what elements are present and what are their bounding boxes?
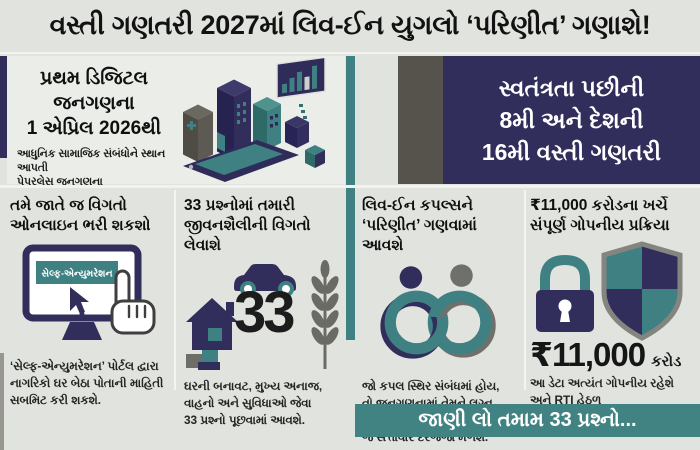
column-divider bbox=[174, 190, 176, 390]
census-count-banner: સ્વતંત્રતા પછીની 8મી અને દેશની 16મી વસ્ત… bbox=[443, 56, 700, 184]
card-cost-confidentiality: ₹11,000 કરોડના ખર્ચે સંપૂર્ણ ગોપનીય પ્રક… bbox=[530, 196, 696, 426]
card-heading: લિવ-ઈન કપલ્સને ‘પરિણીત’ ગણવામાં આવશે bbox=[362, 197, 477, 255]
house-car-wheat-icon: 33 bbox=[184, 260, 341, 374]
card-body: ઘરની બનાવટ, મુખ્ય અનાજ, વાહનો અને સુવિધા… bbox=[184, 379, 323, 427]
shield-icon bbox=[601, 241, 683, 342]
card-heading: ₹11,000 કરોડના ખર્ચે સંપૂર્ણ ગોપનીય પ્રક… bbox=[530, 197, 670, 235]
census-count-text: સ્વતંત્રતા પછીની 8મી અને દેશની 16મી વસ્ત… bbox=[481, 74, 662, 166]
card-self-enumeration: તમે જાતે જ વિગતો ઓનલાઇન ભરી શકશો સેલ્ફ-એ… bbox=[10, 196, 168, 409]
page-title: વસ્તી ગણતરી 2027માં લિવ-ઈન યુગલો ‘પરિણીત… bbox=[0, 0, 700, 54]
big-number-33: 33 bbox=[234, 280, 295, 346]
city-illustration-svg bbox=[183, 56, 326, 182]
budget-amount-unit: કરોડ bbox=[651, 353, 682, 371]
interlocked-couple-rings-icon bbox=[362, 262, 516, 374]
card-33-questions: 33 પ્રશ્નોમાં તમારી જીવનશૈલીની વિગતો લેવ… bbox=[184, 196, 341, 429]
card-heading: 33 પ્રશ્નોમાં તમારી જીવનશૈલીની વિગતો લેવ… bbox=[184, 197, 311, 255]
isometric-city-tablet-illustration bbox=[167, 56, 345, 182]
budget-amount-value: ₹11,000 bbox=[530, 336, 646, 374]
teal-accent-stripe bbox=[346, 56, 355, 340]
column-divider bbox=[524, 190, 526, 390]
bottom-left-accent-stripe bbox=[0, 353, 4, 450]
self-enumeration-monitor-icon: સેલ્ફ-એન્યુમરેશન bbox=[10, 242, 168, 354]
card-heading: તમે જાતે જ વિગતો ઓનલાઇન ભરી શકશો bbox=[10, 197, 151, 235]
card-body: ‘સેલ્ફ-એન્યુમરેશન’ પોર્ટલ દ્વારા નાગરિકો… bbox=[10, 359, 164, 407]
digital-census-panel: પ્રથમ ડિજિટલ જનગણના 1 એપ્રિલ 2026થી આધુન… bbox=[7, 56, 345, 188]
house-icon bbox=[186, 298, 238, 371]
budget-amount: ₹11,000 કરોડ bbox=[530, 338, 696, 371]
digital-census-subtext: આધુનિક સામાજિક સંબંધોને સ્થાન આપતી પેપરલ… bbox=[17, 148, 166, 189]
monitor-hand-svg: સેલ્ફ-એન્યુમરેશન bbox=[22, 244, 156, 341]
lock-shield-icon bbox=[530, 241, 696, 342]
monitor-button-label: સેલ્ફ-એન્યુમરેશન bbox=[41, 266, 113, 280]
car-icon bbox=[234, 264, 296, 298]
gray-accent-stripe bbox=[398, 56, 443, 184]
footer-banner: જાણી લો તમામ 33 પ્રશ્નો... bbox=[355, 404, 700, 437]
couple-rings-svg bbox=[380, 264, 496, 360]
horizontal-divider bbox=[0, 185, 700, 188]
left-navy-accent-stripe bbox=[0, 56, 7, 158]
wheat-icon bbox=[311, 260, 339, 370]
lock-icon bbox=[536, 255, 594, 333]
footer-label: જાણી લો તમામ 33 પ્રશ્નો... bbox=[418, 409, 637, 431]
digital-census-heading: પ્રથમ ડિજિટલ જનગણના 1 એપ્રિલ 2026થી bbox=[26, 68, 162, 140]
